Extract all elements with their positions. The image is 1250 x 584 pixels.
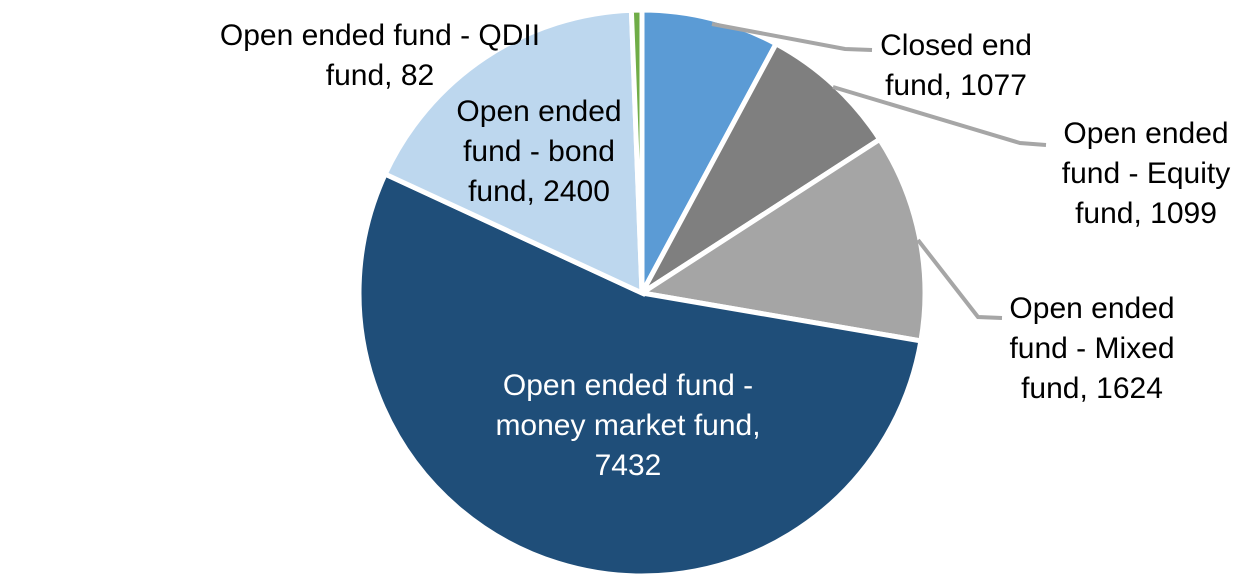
pie-label-open-ended-fund-money-market-fund: Open ended fund - money market fund, 7432 [495,366,760,486]
pie-slice-open-ended-fund-qdii-fund[interactable] [628,7,645,294]
pie-label-open-ended-fund-qdii-fund: Open ended fund - QDII fund, 82 [220,16,540,96]
pie-label-closed-end-fund: Closed end fund, 1077 [880,26,1032,106]
pie-label-line: Open ended [1009,292,1175,325]
pie-label-line: Open ended fund - [502,369,754,402]
pie-label-line: fund - Mixed [1009,332,1175,365]
pie-label-line: fund, 2400 [468,175,610,208]
pie-label-open-ended-fund-equity-fund: Open ended fund - Equity fund, 1099 [1062,114,1230,234]
pie-slice-open-ended-fund-money-market-fund[interactable] [356,170,924,579]
pie-slice-open-ended-fund-bond-fund[interactable] [381,7,645,297]
pie-label-line: fund - bond [463,135,615,168]
leader-line-closed-end-fund [711,22,873,52]
pie-label-line: Open ended [456,95,622,128]
pie-label-open-ended-fund-mixed-fund: Open ended fund - Mixed fund, 1624 [1009,289,1174,409]
leader-line-open-ended-fund-mixed-fund [916,238,1003,320]
pie-slice-open-ended-fund-mixed-fund[interactable] [635,135,928,344]
pie-label-line: fund, 82 [325,59,435,92]
pie-label-line: money market fund, [495,409,761,442]
pie-slice-open-ended-fund-equity-fund[interactable] [639,40,884,296]
pie-label-line: fund - Equity [1061,157,1231,190]
pie-label-line: Closed end [880,29,1032,62]
pie-label-open-ended-fund-bond-fund: Open ended fund - bond fund, 2400 [456,92,621,212]
pie-label-line: fund, 1077 [885,69,1027,102]
pie-label-line: fund, 1099 [1075,197,1217,230]
pie-label-line: Open ended [1063,117,1229,150]
pie-label-line: fund, 1624 [1021,372,1163,405]
pie-label-line: 7432 [594,449,662,482]
pie-label-line: Open ended fund - QDII [219,19,541,52]
leader-line-open-ended-fund-equity-fund [832,85,1047,147]
pie-slice-closed-end-fund[interactable] [639,7,780,295]
